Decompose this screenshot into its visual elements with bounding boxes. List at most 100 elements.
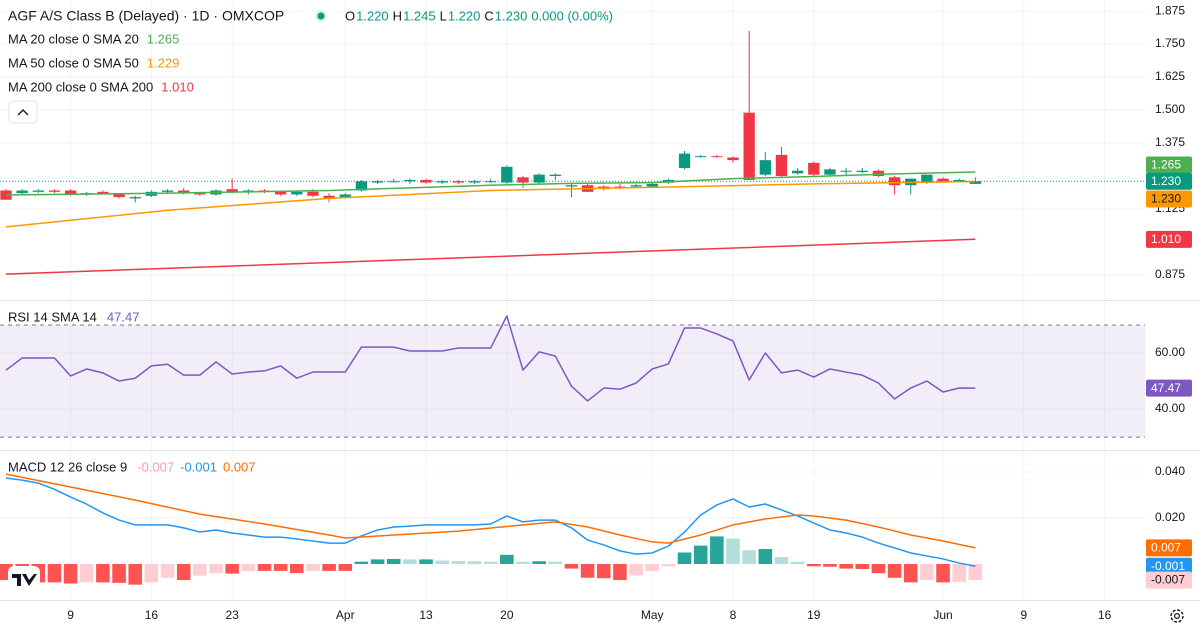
- gear-center[interactable]: [1173, 612, 1180, 619]
- candle-body: [129, 197, 141, 199]
- logo[interactable]: [8, 566, 40, 592]
- histogram-bar: [386, 558, 401, 564]
- x-tick-label: Jun: [933, 608, 952, 622]
- candle-body: [436, 181, 448, 183]
- legend-label: MA 200 close 0 SMA 200: [8, 79, 153, 94]
- candle-body: [355, 181, 368, 191]
- candle-body: [113, 194, 125, 198]
- y-tick-label: 0.040: [1155, 464, 1185, 478]
- candle-body: [824, 169, 836, 175]
- legend-value: 1.229: [147, 55, 180, 70]
- rsi-line: [5, 315, 976, 402]
- candle-body: [711, 156, 723, 158]
- histogram-bar: [354, 561, 369, 564]
- histogram-bar: [661, 563, 676, 567]
- ma20-axis-label: 1.265: [1151, 158, 1181, 172]
- x-tick-label: 8: [730, 608, 737, 622]
- candle-body: [517, 177, 529, 183]
- chart-title: AGF A/S Class B (Delayed) · 1D · OMXCOP: [8, 8, 284, 24]
- legend-label: MA 20 close 0 SMA 20: [8, 31, 139, 46]
- collapse-icon[interactable]: [17, 109, 29, 116]
- logo-frame[interactable]: [8, 566, 40, 592]
- candle-body: [16, 190, 28, 194]
- legend-value: 1.010: [161, 79, 194, 94]
- legend-value: -0.001: [180, 459, 217, 474]
- legend-value: 47.47: [107, 309, 140, 324]
- candle-body: [32, 190, 44, 192]
- candle-body: [178, 190, 190, 194]
- y-tick-label: 1.875: [1155, 3, 1185, 17]
- histogram-axis-label-box: [1146, 571, 1192, 589]
- candle-body: [323, 195, 335, 199]
- x-tick-label: May: [641, 608, 664, 622]
- histogram-bar: [403, 559, 417, 564]
- legend-label: MA 50 close 0 SMA 50: [8, 55, 139, 70]
- histogram-bar: [483, 561, 498, 564]
- macd-axis-label: -0.001: [1151, 559, 1185, 573]
- histogram-bar: [968, 563, 983, 581]
- histogram-bar: [290, 563, 304, 574]
- histogram-bar: [807, 563, 821, 567]
- histogram-bar: [580, 563, 595, 578]
- histogram-bar: [241, 563, 256, 571]
- histogram-bar: [629, 563, 643, 576]
- x-tick-label: 16: [1098, 608, 1112, 622]
- histogram-bar: [532, 561, 546, 564]
- histogram-bar: [257, 563, 272, 571]
- gear-outline[interactable]: [1170, 609, 1184, 623]
- candle-body: [339, 194, 351, 198]
- collapse-button[interactable]: [8, 100, 38, 124]
- x-tick-label: 9: [1020, 608, 1027, 622]
- histogram-bar: [936, 563, 950, 583]
- settings-button[interactable]: [1170, 609, 1184, 623]
- legend-value: 1.265: [147, 31, 180, 46]
- macd-line: [5, 477, 976, 568]
- histogram-bar: [564, 563, 579, 569]
- candle-body: [630, 185, 642, 187]
- histogram-bar: [710, 536, 724, 564]
- candle-body: [194, 193, 206, 195]
- histogram-bar: [693, 545, 708, 564]
- histogram-bar: [47, 563, 62, 583]
- moving-average-line: [5, 180, 976, 228]
- ma50-axis-label: 1.230: [1151, 192, 1181, 206]
- price-change: 0.000 (0.00%): [531, 8, 613, 23]
- histogram-bar: [726, 538, 740, 564]
- histogram-bar: [758, 549, 773, 564]
- ma200-axis-label-box: [1146, 230, 1192, 248]
- candle-body: [614, 186, 626, 188]
- histogram-bar: [774, 557, 789, 564]
- histogram-axis-label: -0.007: [1151, 573, 1185, 587]
- histogram-bar: [419, 559, 433, 564]
- histogram-bar: [96, 563, 110, 583]
- ohlc-value: 1.230: [495, 8, 528, 23]
- signal-axis-label-box: [1146, 539, 1192, 557]
- y-tick-label: 1.500: [1155, 102, 1185, 116]
- collapse-button-frame[interactable]: [8, 100, 38, 124]
- candle-body: [743, 112, 755, 180]
- histogram-bar: [613, 563, 627, 581]
- ohlc-key: O: [345, 8, 355, 23]
- candle-body: [565, 185, 578, 187]
- candle-body: [161, 190, 174, 192]
- histogram-bar: [225, 563, 239, 574]
- x-tick-label: 19: [807, 608, 821, 622]
- histogram-bar: [839, 563, 853, 569]
- y-tick-label: 0.875: [1155, 267, 1185, 281]
- histogram-bar: [823, 563, 837, 567]
- histogram-bar: [500, 554, 514, 564]
- candle-body: [501, 166, 513, 183]
- legend-value: -0.007: [137, 459, 174, 474]
- ohlc-value: 1.245: [403, 8, 436, 23]
- histogram-bar: [887, 563, 902, 578]
- candle-body: [307, 191, 319, 196]
- histogram-bar: [112, 563, 126, 583]
- signal-line: [5, 473, 976, 549]
- logo-icon[interactable]: [12, 574, 37, 586]
- histogram-bar: [273, 563, 288, 571]
- histogram-bar: [677, 552, 692, 564]
- histogram-bar: [338, 563, 353, 571]
